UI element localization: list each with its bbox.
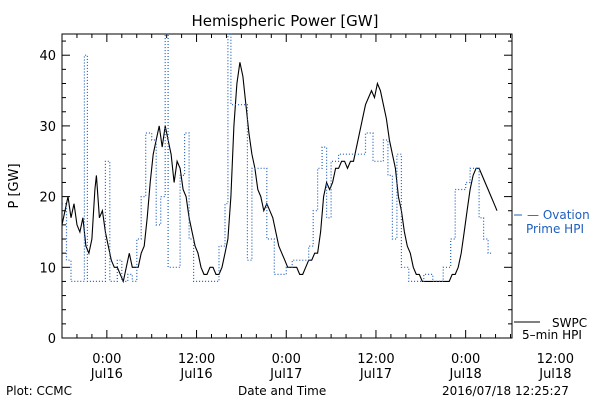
y-tick-label: 40	[39, 49, 56, 64]
x-tick-date-label: Jul16	[179, 367, 212, 382]
y-tick-label: 30	[39, 120, 56, 135]
series-line-ovation-prime-hpi	[62, 33, 493, 282]
legend-ovation-line1: — Ovation	[527, 208, 590, 222]
footer-timestamp: 2016/07/18 12:25:27	[442, 384, 569, 398]
x-tick-time-label: 12:00	[357, 352, 394, 367]
chart-title: Hemispheric Power [GW]	[192, 12, 379, 30]
y-axis: 0 10 20 30 40	[39, 40, 512, 347]
x-tick-time-label: 0:00	[92, 352, 121, 367]
x-tick-date-label: Jul16	[90, 367, 123, 382]
footer-credit: Plot: CCMC	[6, 384, 72, 398]
series-layer	[61, 33, 498, 284]
x-tick-time-label: 12:00	[178, 352, 215, 367]
footer-xlabel: Date and Time	[238, 384, 327, 398]
x-tick-date-label: Jul17	[269, 367, 302, 382]
y-axis-label: P [GW]	[7, 163, 22, 208]
x-axis: 0:00Jul1612:00Jul160:00Jul1712:00Jul170:…	[61, 34, 574, 382]
x-tick-time-label: 0:00	[272, 352, 301, 367]
x-tick-date-label: Jul17	[359, 367, 392, 382]
y-tick-label: 10	[39, 261, 56, 276]
x-tick-date-label: Jul18	[449, 367, 482, 382]
legend-swpc-line2: 5–min HPI	[522, 328, 582, 342]
legend-ovation-line2: Prime HPI	[526, 222, 584, 236]
legend-swpc-line1: SWPC	[552, 316, 587, 330]
x-tick-date-label: Jul18	[538, 367, 571, 382]
x-tick-time-label: 12:00	[537, 352, 574, 367]
plot-frame	[61, 33, 513, 339]
series-line-swpc-hpi	[61, 62, 498, 284]
x-tick-time-label: 0:00	[451, 352, 480, 367]
y-tick-label: 0	[48, 332, 56, 347]
y-tick-label: 20	[39, 191, 56, 206]
